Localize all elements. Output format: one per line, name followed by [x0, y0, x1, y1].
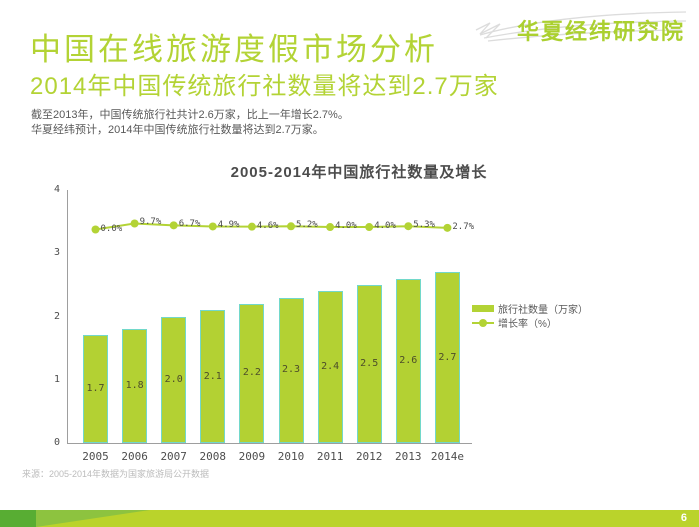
growth-line-point [208, 222, 217, 231]
bar-value-label: 2.4 [321, 361, 340, 373]
growth-value-label: 2.7% [452, 221, 475, 232]
footer-accent-triangle [36, 510, 150, 527]
bar-value-label: 1.7 [86, 383, 105, 395]
x-tick-label: 2008 [199, 450, 227, 463]
growth-value-label: 6.7% [178, 219, 201, 230]
chart-title: 2005-2014年中国旅行社数量及增长 [230, 164, 488, 181]
y-axis-line [67, 190, 68, 443]
logo: 华夏经纬研究院 [474, 8, 689, 50]
growth-value-label: 4.9% [217, 220, 240, 231]
y-tick-label: 4 [53, 184, 60, 195]
chart-legend: 旅行社数量（万家） 增长率（%） [472, 301, 588, 330]
legend-line-swatch [472, 318, 494, 327]
bar [278, 297, 304, 443]
growth-value-label: 4.0% [374, 221, 396, 232]
body-text-line-1: 截至2013年，中国传统旅行社共计2.6万家，比上一年增长2.7%。 [31, 109, 349, 121]
bar-value-label: 2.2 [242, 367, 261, 379]
growth-line-point [326, 223, 335, 232]
x-tick-label: 2005 [82, 450, 109, 463]
chart: 2005-2014年中国旅行社数量及增长 0 1 2 3 4 1.7 1.8 2.0 2.1 2… [0, 155, 699, 475]
legend-item: 增长率（%） [472, 315, 588, 330]
bar [356, 284, 382, 443]
x-tick-label: 2006 [121, 450, 148, 463]
footer-accent-dark [0, 510, 36, 527]
logo-swoosh-icon [475, 11, 687, 42]
x-axis-line [67, 443, 472, 444]
bar [200, 310, 226, 443]
legend-label: 增长率（%） [498, 318, 557, 330]
growth-line-point [130, 219, 139, 228]
bar [395, 278, 421, 443]
growth-line-point [365, 223, 374, 232]
x-tick-label: 2012 [355, 450, 383, 463]
page-number: 6 [680, 512, 687, 524]
source-note: 来源：2005-2014年数据为国家旅游局公开数据 [22, 469, 210, 479]
x-tick-label: 2007 [160, 450, 187, 463]
bar-value-label: 2.6 [399, 354, 418, 366]
x-tick-label: 2011 [316, 450, 344, 463]
bar [317, 291, 343, 443]
legend-label: 旅行社数量（万家） [498, 304, 588, 316]
bar [239, 303, 265, 443]
page-title: 中国在线旅游度假市场分析 [30, 32, 438, 67]
growth-value-label: 4.6% [256, 220, 279, 231]
bar-value-label: 2.1 [203, 370, 222, 382]
growth-value-label: 0.0% [100, 223, 123, 234]
y-tick-label: 3 [53, 247, 60, 259]
bar [83, 335, 108, 443]
bar-value-label: 1.8 [125, 380, 144, 392]
x-tick-label: 2014e [430, 450, 464, 463]
growth-line-point [247, 222, 256, 231]
growth-value-label: 4.0% [335, 221, 357, 232]
growth-line-point [91, 225, 100, 234]
legend-item: 旅行社数量（万家） [472, 301, 588, 316]
body-text-line-2: 华夏经纬预计，2014年中国传统旅行社数量将达到2.7万家。 [31, 124, 324, 136]
bar-value-label: 2.7 [438, 351, 457, 363]
growth-line-point [169, 221, 178, 230]
growth-line [91, 219, 452, 234]
growth-line-point [404, 222, 413, 231]
bar [434, 272, 460, 443]
page-subtitle: 2014年中国传统旅行社数量将达到2.7万家 [30, 73, 499, 100]
growth-value-label: 5.2% [296, 220, 318, 231]
growth-value-label: 5.3% [413, 220, 435, 231]
y-tick-label: 1 [53, 373, 60, 385]
y-tick-label: 0 [53, 437, 60, 448]
x-tick-label: 2013 [395, 450, 422, 463]
bar [161, 316, 187, 443]
bar-value-label: 2.0 [164, 373, 183, 385]
growth-value-label: 9.7% [139, 217, 162, 228]
x-tick-label: 2010 [277, 450, 305, 463]
footer-bar: 6 [0, 510, 699, 527]
growth-line-point [443, 223, 452, 232]
growth-line-point [287, 222, 295, 231]
bar [122, 329, 148, 443]
growth-line-path [95, 222, 448, 231]
y-tick-label: 2 [53, 310, 60, 322]
logo-text: 华夏经纬研究院 [516, 19, 685, 44]
bar-value-label: 2.5 [360, 357, 379, 369]
x-tick-label: 2009 [238, 450, 266, 463]
legend-line-dot [479, 318, 487, 327]
bar-value-label: 2.3 [281, 364, 301, 376]
legend-bar-swatch [472, 304, 494, 312]
